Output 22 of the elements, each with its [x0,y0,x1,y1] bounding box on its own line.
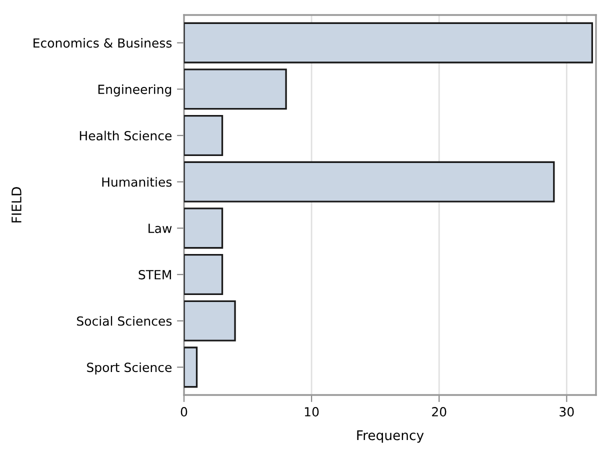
y-tick-label: Economics & Business [34,38,172,48]
x-axis-title: Frequency [357,430,424,443]
y-tick-label: Social Sciences [77,316,172,326]
bar [184,254,224,296]
y-tick-label: Engineering [98,84,172,96]
bar [184,68,287,110]
x-tick-label: 30 [560,407,574,416]
x-tick-label: 20 [432,407,446,416]
bar [184,161,555,202]
x-tick-label: 0 [180,407,188,416]
bar [184,300,236,342]
x-tick-label: 10 [304,407,319,416]
y-axis-title: FIELD [12,187,22,222]
y-tick-label: Humanities [102,177,172,187]
bar [184,346,198,388]
y-tick-label: Health Science [80,130,172,140]
y-tick-label: STEM [138,270,171,280]
bar [184,114,224,156]
y-tick-label: Sport Science [87,362,172,375]
y-tick-label: Law [148,224,172,234]
bar [184,22,594,64]
bar [184,208,224,249]
